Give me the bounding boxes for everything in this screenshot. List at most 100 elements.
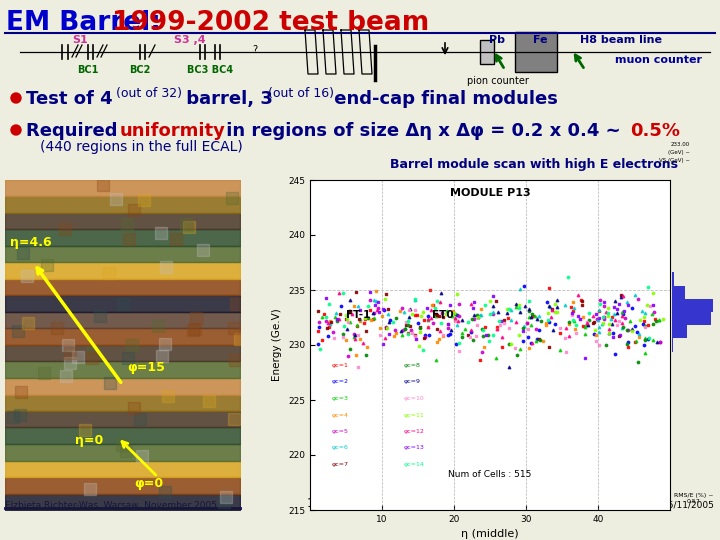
Point: [473, 313, 485, 322]
Point: [616, 307, 628, 316]
Point: [501, 305, 513, 313]
Bar: [672, 286, 685, 299]
Point: [327, 327, 338, 336]
Point: [343, 307, 355, 315]
Text: φc=5: φc=5: [332, 429, 348, 434]
Point: [319, 309, 330, 318]
Point: [648, 308, 660, 316]
Point: [613, 317, 625, 326]
Point: [451, 310, 463, 319]
Point: [598, 319, 609, 327]
Point: [363, 314, 374, 322]
Y-axis label: Energy (Ge.V): Energy (Ge.V): [272, 309, 282, 381]
Point: [316, 313, 328, 321]
Point: [333, 289, 345, 298]
Point: [348, 329, 360, 338]
Text: uniformity: uniformity: [120, 122, 226, 140]
Point: [590, 336, 601, 345]
Point: [623, 338, 634, 346]
Point: [357, 339, 369, 347]
Point: [623, 343, 634, 352]
Point: [608, 329, 619, 338]
Point: [434, 298, 446, 306]
Point: [329, 313, 341, 321]
Point: [422, 314, 433, 323]
Point: [351, 320, 363, 329]
Point: [438, 313, 449, 321]
Point: [518, 336, 529, 345]
Point: [642, 283, 653, 292]
Point: [454, 346, 465, 355]
Point: [361, 343, 372, 352]
Point: [603, 328, 614, 337]
Point: [510, 343, 521, 352]
Point: [647, 319, 659, 328]
Point: [549, 308, 560, 317]
Text: end-cap final modules: end-cap final modules: [328, 90, 558, 108]
Point: [577, 313, 589, 321]
Point: [467, 315, 478, 323]
Point: [348, 301, 360, 310]
Point: [648, 289, 660, 298]
Text: ?: ?: [253, 45, 258, 55]
Point: [465, 326, 477, 334]
Text: φc=14: φc=14: [404, 462, 425, 467]
Point: [338, 333, 349, 341]
Point: [517, 324, 528, 333]
Point: [364, 295, 375, 304]
Point: [603, 325, 614, 334]
Point: [477, 325, 488, 333]
Point: [369, 301, 381, 310]
Point: [582, 317, 593, 326]
Point: [423, 315, 434, 324]
Point: [654, 338, 666, 347]
Point: [636, 307, 647, 316]
Point: [351, 350, 362, 359]
Point: [372, 306, 383, 314]
Text: 233.00: 233.00: [671, 142, 690, 147]
Point: [441, 307, 453, 316]
Point: [437, 332, 449, 341]
Point: [639, 309, 650, 318]
Point: [337, 289, 348, 298]
Circle shape: [11, 93, 21, 103]
Point: [590, 309, 602, 318]
Point: [633, 294, 644, 303]
Point: [449, 309, 460, 318]
Point: [580, 354, 591, 362]
Point: [501, 309, 513, 318]
Point: [560, 348, 572, 356]
Point: [421, 303, 433, 312]
Text: barrel, 3: barrel, 3: [180, 90, 273, 108]
Point: [619, 314, 631, 323]
Point: [431, 325, 443, 333]
Point: [379, 295, 391, 304]
Point: [638, 313, 649, 322]
Point: [441, 310, 452, 319]
Text: φc=10: φc=10: [404, 396, 424, 401]
Point: [482, 331, 494, 340]
Point: [510, 303, 521, 312]
Point: [504, 340, 516, 348]
Point: [331, 317, 343, 326]
Point: [559, 301, 570, 310]
Point: [616, 292, 627, 301]
Point: [409, 294, 420, 303]
Point: [593, 307, 605, 315]
Point: [523, 313, 535, 321]
Point: [551, 308, 562, 316]
Point: [505, 316, 516, 325]
Point: [551, 296, 562, 305]
Point: [593, 341, 605, 349]
Point: [588, 312, 599, 320]
Point: [603, 303, 614, 312]
Point: [647, 336, 659, 345]
Point: [374, 330, 386, 339]
Point: [403, 306, 415, 315]
Point: [576, 301, 588, 309]
Point: [409, 332, 420, 340]
Point: [390, 314, 401, 322]
Text: BC1: BC1: [77, 65, 99, 75]
Point: [546, 306, 558, 314]
Bar: [672, 312, 711, 325]
